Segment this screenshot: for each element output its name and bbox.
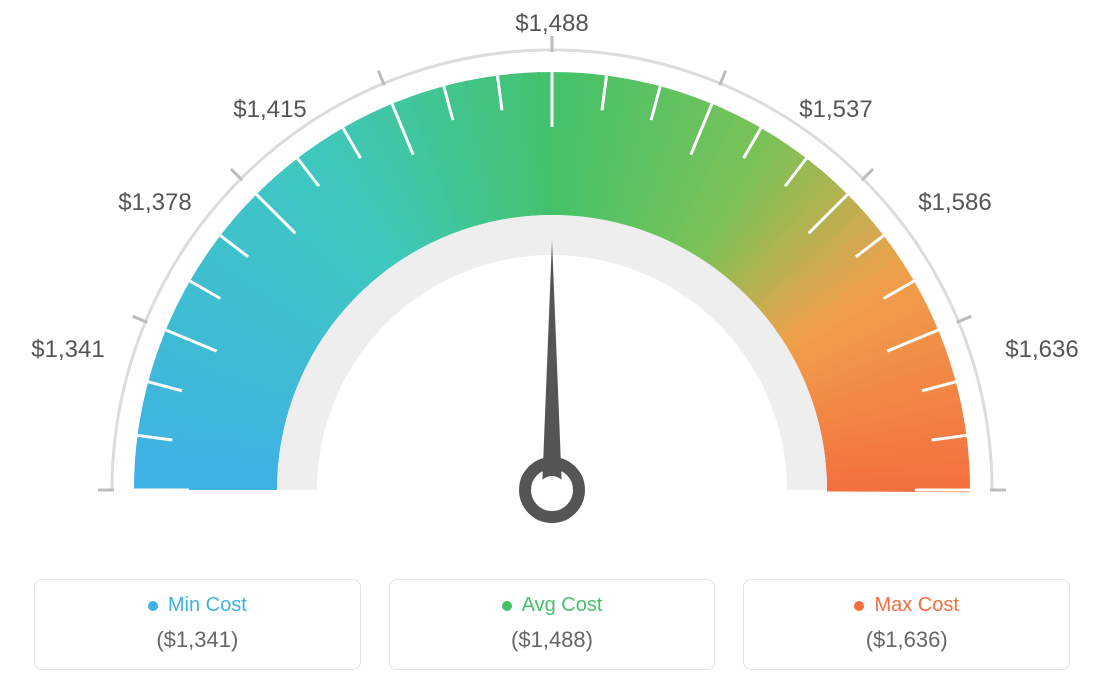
gauge-svg <box>0 0 1104 560</box>
gauge-chart: $1,341 $1,378 $1,415 $1,488 $1,537 $1,586 $1,6… <box>0 0 1104 560</box>
card-value: ($1,488) <box>390 627 715 653</box>
min-cost-card: Min Cost ($1,341) <box>34 579 361 670</box>
max-cost-card: Max Cost ($1,636) <box>743 579 1070 670</box>
dot-icon <box>148 601 158 611</box>
gauge-tick-label: $1,488 <box>515 10 588 38</box>
card-header: Min Cost <box>148 594 247 617</box>
card-header: Max Cost <box>854 594 958 617</box>
card-value: ($1,341) <box>35 627 360 653</box>
card-title: Max Cost <box>874 594 958 617</box>
dot-icon <box>502 601 512 611</box>
gauge-tick-label: $1,537 <box>799 96 872 124</box>
gauge-tick-label: $1,586 <box>918 189 991 217</box>
card-title: Min Cost <box>168 594 247 617</box>
gauge-tick-label: $1,341 <box>31 336 104 364</box>
gauge-tick-label: $1,378 <box>118 189 191 217</box>
avg-cost-card: Avg Cost ($1,488) <box>389 579 716 670</box>
card-title: Avg Cost <box>522 594 603 617</box>
card-value: ($1,636) <box>744 627 1069 653</box>
dot-icon <box>854 601 864 611</box>
cost-gauge-infographic: $1,341 $1,378 $1,415 $1,488 $1,537 $1,586 $1,6… <box>0 0 1104 690</box>
card-header: Avg Cost <box>502 594 603 617</box>
gauge-tick-label: $1,415 <box>233 96 306 124</box>
gauge-tick-label: $1,636 <box>1005 336 1078 364</box>
summary-cards: Min Cost ($1,341) Avg Cost ($1,488) Max … <box>34 579 1070 670</box>
